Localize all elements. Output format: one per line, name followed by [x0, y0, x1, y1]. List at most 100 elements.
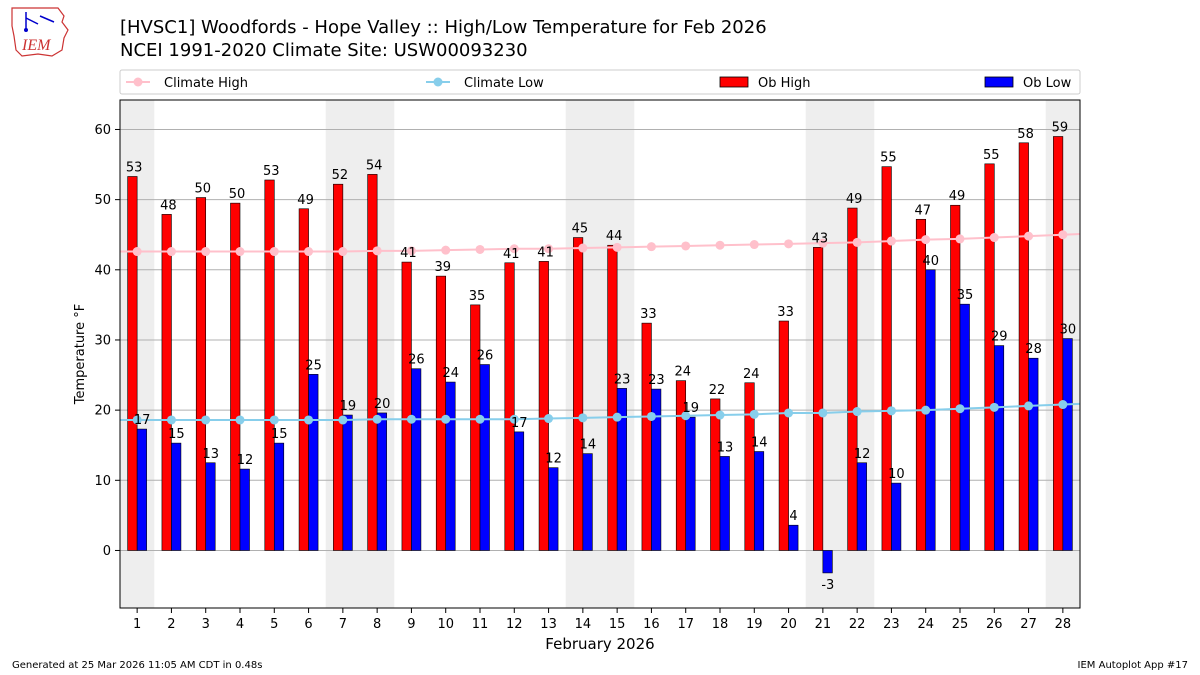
ob-low-bar	[993, 345, 1005, 551]
ob-low-bar	[136, 428, 147, 551]
bar-value-labels: 53 48 50 50 53 49 52 54 41 39 35 41 41 45 44 33 24 22 24 33…	[126, 120, 1076, 592]
ob-low-bar	[513, 431, 525, 551]
ob-low-bar	[582, 453, 593, 551]
ob-low-label: 24	[442, 366, 459, 381]
climate-high-point	[715, 240, 725, 250]
ob-low-label: 15	[271, 427, 288, 442]
ob-high-bar	[333, 183, 344, 551]
ob-high-label: 49	[846, 192, 863, 207]
ob-low-label: 23	[614, 372, 631, 387]
climate-low-point	[715, 410, 725, 420]
x-tick-label: 14	[575, 617, 592, 632]
climate-low-point	[818, 408, 828, 418]
ob-high-bar	[607, 244, 618, 551]
ob-low-bar	[651, 388, 662, 551]
ob-low-bar	[891, 482, 902, 551]
x-tick-label: 7	[339, 617, 347, 632]
ob-low-label: 20	[374, 397, 391, 412]
x-tick-label: 22	[849, 617, 866, 632]
ob-high-bar	[538, 261, 549, 551]
x-tick-label: 3	[202, 617, 210, 632]
ob-high-bar	[127, 176, 138, 551]
ob-low-bar	[685, 416, 696, 551]
climate-low-point	[886, 406, 896, 416]
ob-low-bar	[1028, 357, 1039, 551]
x-tick-label: 21	[815, 617, 832, 632]
climate-low-point	[544, 414, 554, 424]
y-tick-label: 20	[94, 404, 111, 419]
ob-high-bar	[744, 382, 755, 551]
climate-high-point	[578, 243, 588, 253]
ob-low-label: 10	[888, 467, 905, 482]
y-tick-label: 60	[94, 123, 111, 138]
ob-low-bar	[1062, 338, 1073, 551]
x-tick-label: 10	[437, 617, 454, 632]
ob-high-bar	[847, 207, 858, 551]
ob-high-label: 43	[812, 231, 829, 246]
climate-high-point	[166, 247, 176, 257]
climate-high-point	[1058, 230, 1068, 240]
x-tick-label: 18	[712, 617, 729, 632]
ob-high-label: 53	[126, 160, 143, 175]
ob-low-bar	[376, 412, 387, 551]
bars	[127, 136, 1073, 574]
ob-low-label: -3	[821, 578, 834, 593]
ob-high-label: 35	[469, 289, 486, 304]
climate-low-point	[784, 408, 794, 418]
legend-climate-low-label: Climate Low	[464, 76, 544, 91]
iem-logo: IEM	[11, 7, 69, 57]
climate-high-point	[201, 247, 211, 257]
ob-high-bar	[1053, 136, 1064, 551]
climate-high-point	[612, 242, 622, 252]
climate-low-point	[406, 414, 416, 424]
climate-high-point	[509, 244, 519, 254]
ob-high-bar	[1018, 142, 1029, 551]
ob-high-label: 44	[606, 229, 623, 244]
ob-low-label: 15	[168, 427, 185, 442]
autoplot-app-label: IEM Autoplot App #17	[1077, 660, 1188, 671]
plot-frame	[119, 99, 1081, 609]
ob-high-bar	[264, 179, 275, 551]
ob-high-bar	[230, 202, 241, 551]
x-tick-label: 13	[540, 617, 557, 632]
ob-high-bar	[298, 208, 309, 551]
ob-low-label: 14	[751, 436, 768, 451]
ob-low-bar	[239, 468, 250, 551]
climate-high-point	[784, 239, 794, 249]
ob-low-bar	[753, 451, 765, 551]
chart-title: [HVSC1] Woodfords - Hope Valley :: High/…	[120, 17, 767, 38]
legend-climate-high-label: Climate High	[164, 76, 248, 91]
ob-low-label: 19	[682, 401, 699, 416]
ob-high-bar	[881, 166, 892, 551]
ob-low-label: 14	[580, 438, 597, 453]
climate-low-point	[372, 414, 382, 424]
x-tick-label: 9	[407, 617, 415, 632]
ob-high-label: 41	[503, 247, 520, 262]
climate-high-point	[304, 247, 314, 257]
climate-low-point	[989, 402, 999, 412]
svg-text:IEM: IEM	[21, 37, 52, 54]
climate-high-point	[955, 234, 965, 244]
ob-high-bar	[195, 197, 207, 551]
x-tick-label: 11	[472, 617, 489, 632]
ob-high-label: 39	[434, 260, 451, 275]
x-tick-label: 25	[952, 617, 969, 632]
x-tick-label: 20	[780, 617, 797, 632]
ob-high-bar	[367, 174, 378, 551]
ob-low-label: 26	[408, 353, 425, 368]
ob-low-label: 29	[991, 330, 1008, 345]
climate-low-point	[338, 415, 348, 425]
ob-high-label: 24	[743, 367, 760, 382]
climate-high-point	[818, 238, 828, 248]
legend-ob-low-swatch	[984, 76, 1014, 88]
ob-low-bar	[479, 364, 490, 551]
climate-low-point	[921, 405, 931, 415]
ob-high-label: 53	[263, 164, 280, 179]
climate-high-point	[989, 233, 999, 243]
climate-high-point	[372, 246, 382, 256]
ob-high-label: 41	[400, 246, 417, 261]
ob-low-label: 12	[854, 447, 871, 462]
climate-high-point	[544, 244, 554, 254]
ob-low-label: 19	[340, 399, 357, 414]
